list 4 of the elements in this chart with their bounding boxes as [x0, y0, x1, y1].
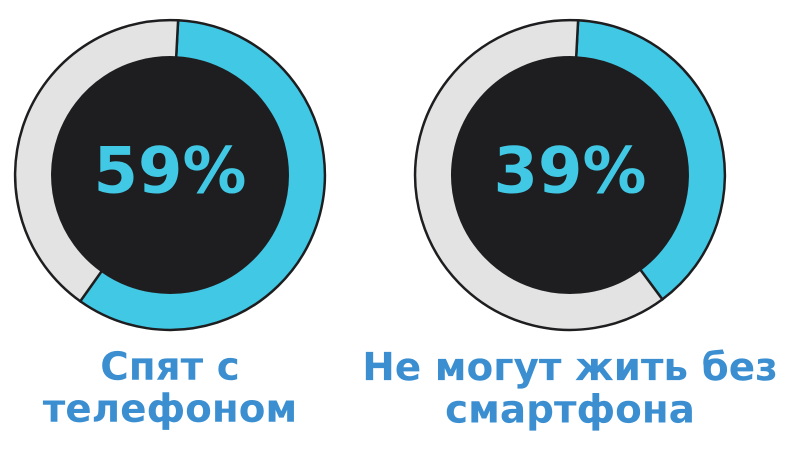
text: Спят с телефоном — [42, 350, 294, 430]
data-label: 59% — [98, 145, 244, 194]
data-label: 39% — [498, 145, 644, 194]
text: Не могут жить без смартфона — [366, 349, 776, 431]
